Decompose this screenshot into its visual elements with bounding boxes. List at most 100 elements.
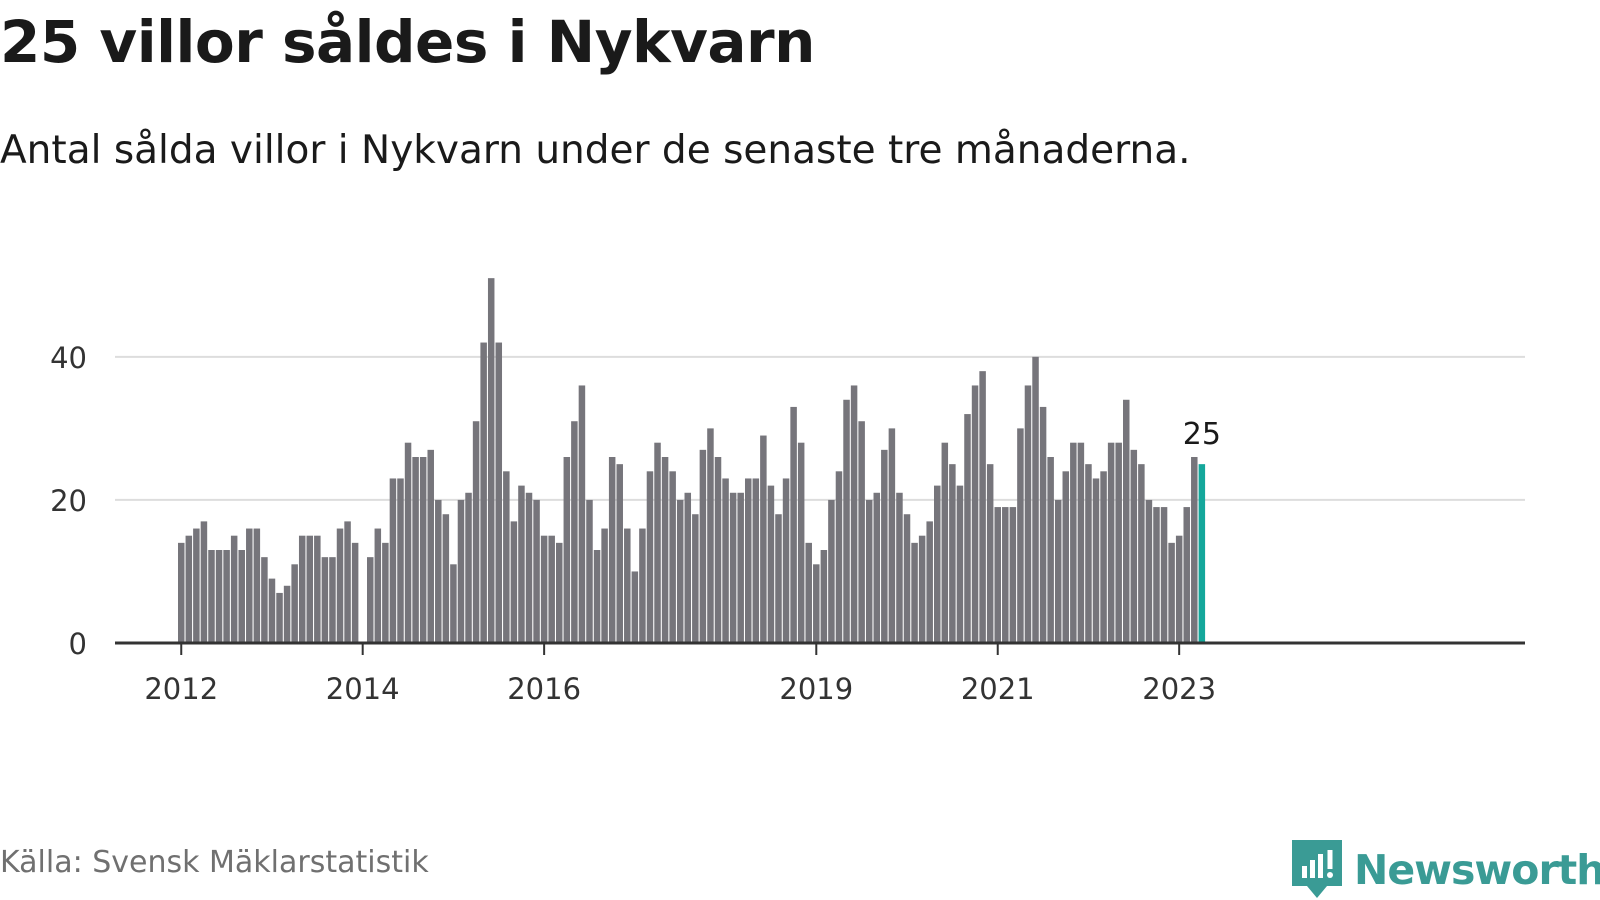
bar xyxy=(1017,428,1024,643)
bar xyxy=(510,521,518,643)
bar xyxy=(986,464,994,643)
gridlines xyxy=(115,355,1525,501)
y-tick-label: 0 xyxy=(69,627,87,661)
bar xyxy=(450,564,457,643)
bar xyxy=(1024,385,1032,643)
bar-chart: 0 20 40 2012 2014 2016 2019 2021 2023 25 xyxy=(50,278,1525,706)
bar xyxy=(608,457,616,643)
bar xyxy=(268,578,276,643)
bar xyxy=(397,478,404,643)
bar xyxy=(1115,442,1122,643)
bar xyxy=(1039,406,1047,643)
bar xyxy=(941,442,949,643)
bar xyxy=(298,535,306,643)
bar xyxy=(979,371,986,643)
bar xyxy=(344,521,351,643)
bar xyxy=(1100,471,1107,643)
bar xyxy=(503,471,510,643)
highlight-value-label: 25 xyxy=(1183,417,1221,452)
bar xyxy=(306,535,314,643)
bar xyxy=(813,564,820,643)
bar xyxy=(442,514,450,643)
chart-subtitle: Antal sålda villor i Nykvarn under de se… xyxy=(0,128,1191,173)
bar xyxy=(314,535,321,643)
bar xyxy=(896,492,903,643)
bar xyxy=(1168,542,1175,643)
bar xyxy=(949,464,956,643)
bar xyxy=(828,499,835,643)
chart-title: 25 villor såldes i Nykvarn xyxy=(0,8,815,76)
y-tick-label: 40 xyxy=(50,341,87,375)
bar xyxy=(722,478,729,643)
bar xyxy=(404,442,412,643)
bar xyxy=(556,542,563,643)
bar xyxy=(934,485,941,643)
bar xyxy=(374,528,382,643)
bar xyxy=(1070,442,1077,643)
bar xyxy=(676,499,684,643)
bar xyxy=(911,542,918,643)
bar xyxy=(230,535,238,643)
bar xyxy=(669,471,676,643)
bar xyxy=(1062,471,1070,643)
bar xyxy=(646,471,654,643)
bar xyxy=(661,457,669,643)
bar xyxy=(382,542,389,643)
x-tick-label: 2019 xyxy=(779,672,853,706)
bar xyxy=(956,485,964,643)
bar xyxy=(419,457,427,643)
bar xyxy=(223,550,230,643)
bar xyxy=(367,557,374,643)
bar xyxy=(1123,399,1130,643)
bar xyxy=(601,528,608,643)
bar xyxy=(336,528,344,643)
bar xyxy=(586,499,593,643)
bar xyxy=(729,492,737,643)
bars xyxy=(178,278,1206,643)
bar xyxy=(737,492,744,643)
bar xyxy=(881,449,888,643)
bar xyxy=(782,478,790,643)
bar xyxy=(835,471,843,643)
bar xyxy=(745,478,752,643)
x-tick-label: 2014 xyxy=(326,672,400,706)
bar xyxy=(888,428,896,643)
bar xyxy=(994,507,1001,643)
bar xyxy=(548,535,555,643)
bar xyxy=(1175,535,1183,643)
bar xyxy=(351,542,359,643)
bar xyxy=(480,342,487,643)
bar xyxy=(714,457,722,643)
bar xyxy=(238,550,245,643)
bar xyxy=(246,528,253,643)
bar xyxy=(820,550,828,643)
bar xyxy=(578,385,586,643)
bar xyxy=(1032,356,1039,643)
labels: 0 20 40 2012 2014 2016 2019 2021 2023 25 xyxy=(50,341,1221,706)
bar xyxy=(1107,442,1115,643)
bar xyxy=(533,499,540,643)
bar xyxy=(903,514,911,643)
bar xyxy=(495,342,503,643)
bar xyxy=(200,521,208,643)
bar xyxy=(472,421,480,643)
x-tick-label: 2016 xyxy=(507,672,581,706)
bar xyxy=(1077,442,1085,643)
bar xyxy=(926,521,933,643)
bar xyxy=(593,550,601,643)
bar xyxy=(540,535,548,643)
source-note: Källa: Svensk Mäklarstatistik xyxy=(0,845,429,880)
bar xyxy=(767,485,775,643)
bar xyxy=(790,406,797,643)
bar xyxy=(654,442,661,643)
bar xyxy=(1130,449,1138,643)
bar xyxy=(412,457,419,643)
bar xyxy=(971,385,979,643)
bar xyxy=(427,449,434,643)
bar xyxy=(797,442,805,643)
bar xyxy=(465,492,472,643)
bar xyxy=(457,499,465,643)
bar xyxy=(752,478,760,643)
bar xyxy=(1009,507,1017,643)
bar-highlight xyxy=(1198,464,1206,643)
